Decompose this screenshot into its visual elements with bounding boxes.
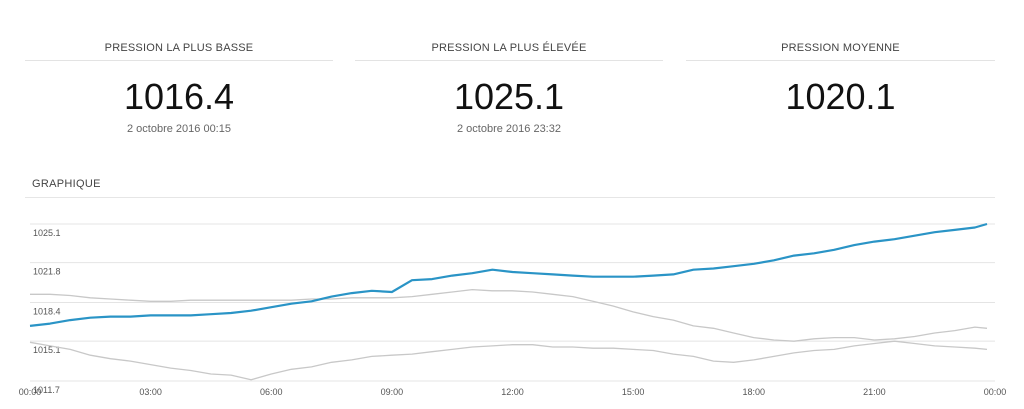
x-tick-label: 12:00 bbox=[501, 387, 524, 397]
average-pressure-value: 1020.1 bbox=[785, 76, 896, 117]
x-tick-label: 00:00 bbox=[984, 387, 1007, 397]
x-tick-label: 00:00 bbox=[19, 387, 42, 397]
section-divider bbox=[25, 197, 995, 198]
lowest-pressure-label: PRESSION LA PLUS BASSE bbox=[25, 38, 333, 61]
y-tick-label: 1025.1 bbox=[33, 228, 61, 238]
x-tick-label: 09:00 bbox=[381, 387, 404, 397]
highest-pressure-label: PRESSION LA PLUS ÉLEVÉE bbox=[355, 38, 663, 61]
highest-pressure-card: PRESSION LA PLUS ÉLEVÉE 1025.1 2 octobre… bbox=[355, 38, 663, 135]
x-tick-label: 15:00 bbox=[622, 387, 645, 397]
highest-pressure-value: 1025.1 bbox=[453, 76, 565, 117]
highest-pressure-date: 2 octobre 2016 23:32 bbox=[457, 123, 561, 135]
lowest-pressure-value: 1016.4 bbox=[123, 76, 235, 117]
average-pressure-card: PRESSION MOYENNE 1020.1 bbox=[686, 38, 995, 117]
y-tick-label: 1011.7 bbox=[33, 385, 60, 395]
x-tick-label: 03:00 bbox=[139, 387, 162, 397]
y-tick-label: 1015.1 bbox=[33, 345, 61, 355]
reference-series-line bbox=[30, 288, 988, 342]
x-tick-label: 21:00 bbox=[863, 387, 886, 397]
pressure-series-line bbox=[29, 222, 988, 327]
x-tick-label: 06:00 bbox=[260, 387, 283, 397]
lowest-pressure-date: 2 octobre 2016 00:15 bbox=[127, 123, 231, 135]
y-tick-label: 1021.8 bbox=[33, 267, 61, 277]
average-pressure-label: PRESSION MOYENNE bbox=[686, 38, 995, 61]
y-tick-label: 1018.4 bbox=[33, 307, 61, 317]
lowest-pressure-card: PRESSION LA PLUS BASSE 1016.4 2 octobre … bbox=[25, 38, 333, 135]
x-tick-label: 18:00 bbox=[742, 387, 765, 397]
reference-series-line bbox=[29, 340, 988, 381]
chart-section-title: GRAPHIQUE bbox=[32, 178, 101, 190]
